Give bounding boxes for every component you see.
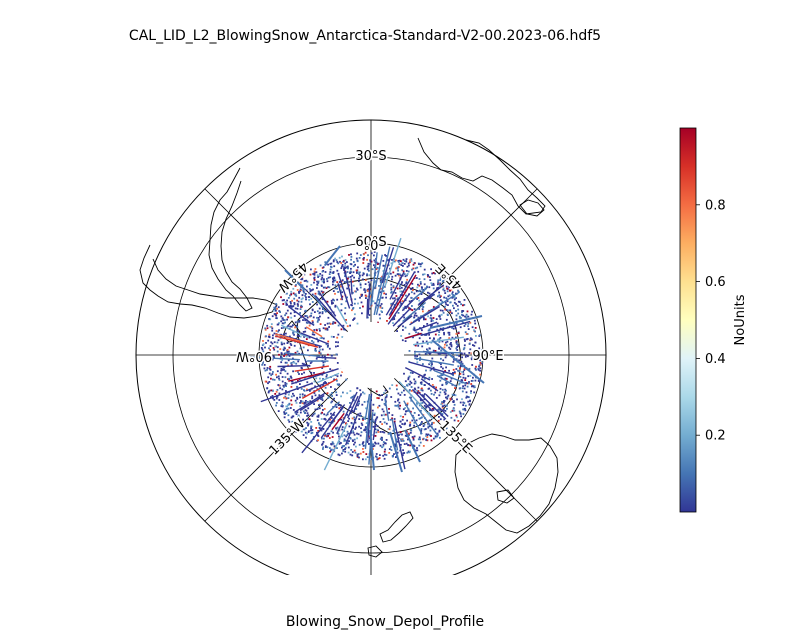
colorbar-tick-label: 0.8 [705,198,726,213]
lon-label-0: 0° [364,236,379,251]
pole-hole [338,322,404,388]
colorbar-label: NoUnits [733,294,748,345]
lat-label-60s: 60°S [355,235,386,250]
lon-label-90e: 90°E [472,349,503,364]
colorbar-tick-label: 0.2 [705,429,726,444]
data-points [250,237,485,473]
lat-label-30s: 30°S [355,149,386,164]
colorbar-tick-label: 0.4 [705,352,726,367]
colorbar: 0.2 0.4 0.6 0.8 NoUnits [679,127,748,513]
figure-title: CAL_LID_L2_BlowingSnow_Antarctica-Standa… [128,28,602,44]
variable-label: Blowing_Snow_Depol_Profile [285,614,485,630]
colorbar-tick-label: 0.6 [705,275,726,290]
lon-label-135e: 135°E [436,418,475,457]
colorbar-ticks: 0.2 0.4 0.6 0.8 [696,198,726,444]
colorbar-gradient [679,127,697,513]
lon-label-90w: 90°W [236,348,272,363]
